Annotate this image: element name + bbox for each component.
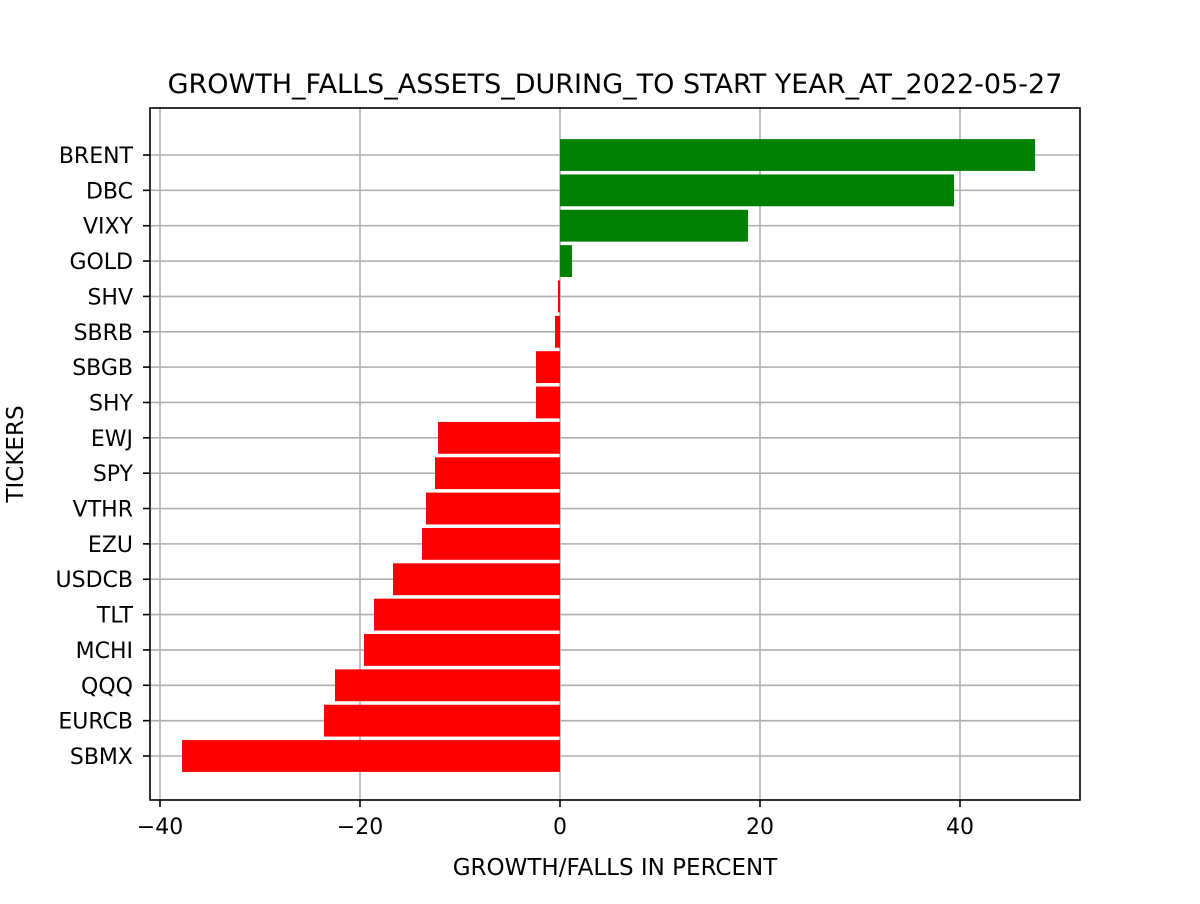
y-tick-label: SHV <box>87 285 133 310</box>
grid-lines <box>150 108 1080 800</box>
x-tick-label: −20 <box>337 815 383 840</box>
x-tick-label: 40 <box>946 815 974 840</box>
y-tick-label: EWJ <box>91 427 133 452</box>
x-ticks: −40 −20 0 20 40 <box>137 800 974 840</box>
y-tick-label: GOLD <box>69 250 133 275</box>
y-tick-label: SPY <box>93 462 134 487</box>
y-tick-label: MCHI <box>76 639 133 664</box>
y-tick-label: VIXY <box>83 215 134 240</box>
bar-gold <box>560 245 572 277</box>
y-tick-label: SHY <box>89 391 134 416</box>
y-tick-label: EURCB <box>58 710 133 735</box>
bar-vixy <box>560 209 748 242</box>
y-tick-label: DBC <box>86 179 133 204</box>
y-tick-label: SBMX <box>70 745 133 770</box>
y-tick-label: SBRB <box>74 321 133 346</box>
bar-qqq <box>335 669 560 702</box>
bar-spy <box>435 457 560 490</box>
y-tick-label: USDCB <box>56 568 133 593</box>
bars <box>182 139 1035 772</box>
bar-dbc <box>560 174 954 207</box>
plot-frame <box>149 107 1081 801</box>
y-tick-label: QQQ <box>81 674 133 699</box>
y-tick-label: EZU <box>88 533 133 558</box>
y-tick-label: VTHR <box>73 498 133 523</box>
bar-mchi <box>364 634 560 666</box>
chart-title: GROWTH_FALLS_ASSETS_DURING_TO START YEAR… <box>168 69 1063 100</box>
y-axis-label: TICKERS <box>3 405 29 503</box>
x-tick-label: 20 <box>746 815 774 840</box>
x-axis-label: GROWTH/FALLS IN PERCENT <box>453 855 778 881</box>
bar-ezu <box>422 527 560 560</box>
bar-ewj <box>438 421 560 454</box>
bar-vthr <box>426 492 560 525</box>
bar-sbmx <box>182 740 560 772</box>
bar-usdcb <box>393 563 560 596</box>
bar-sbrb <box>555 315 560 348</box>
bar-brent <box>560 139 1035 171</box>
y-tick-label: BRENT <box>59 144 134 169</box>
y-ticks: BRENT DBC VIXY GOLD SHV SBRB SBGB SHY EWJ SPY VTHR… <box>56 144 150 770</box>
bar-tlt <box>374 598 560 631</box>
y-tick-label: TLT <box>96 604 134 629</box>
y-tick-label: SBGB <box>72 356 133 381</box>
bar-eurcb <box>324 704 560 737</box>
bar-shy <box>536 386 560 419</box>
x-tick-label: 0 <box>553 815 567 840</box>
x-tick-label: −40 <box>137 815 183 840</box>
bar-shv <box>558 280 560 313</box>
bar-sbgb <box>536 351 560 384</box>
